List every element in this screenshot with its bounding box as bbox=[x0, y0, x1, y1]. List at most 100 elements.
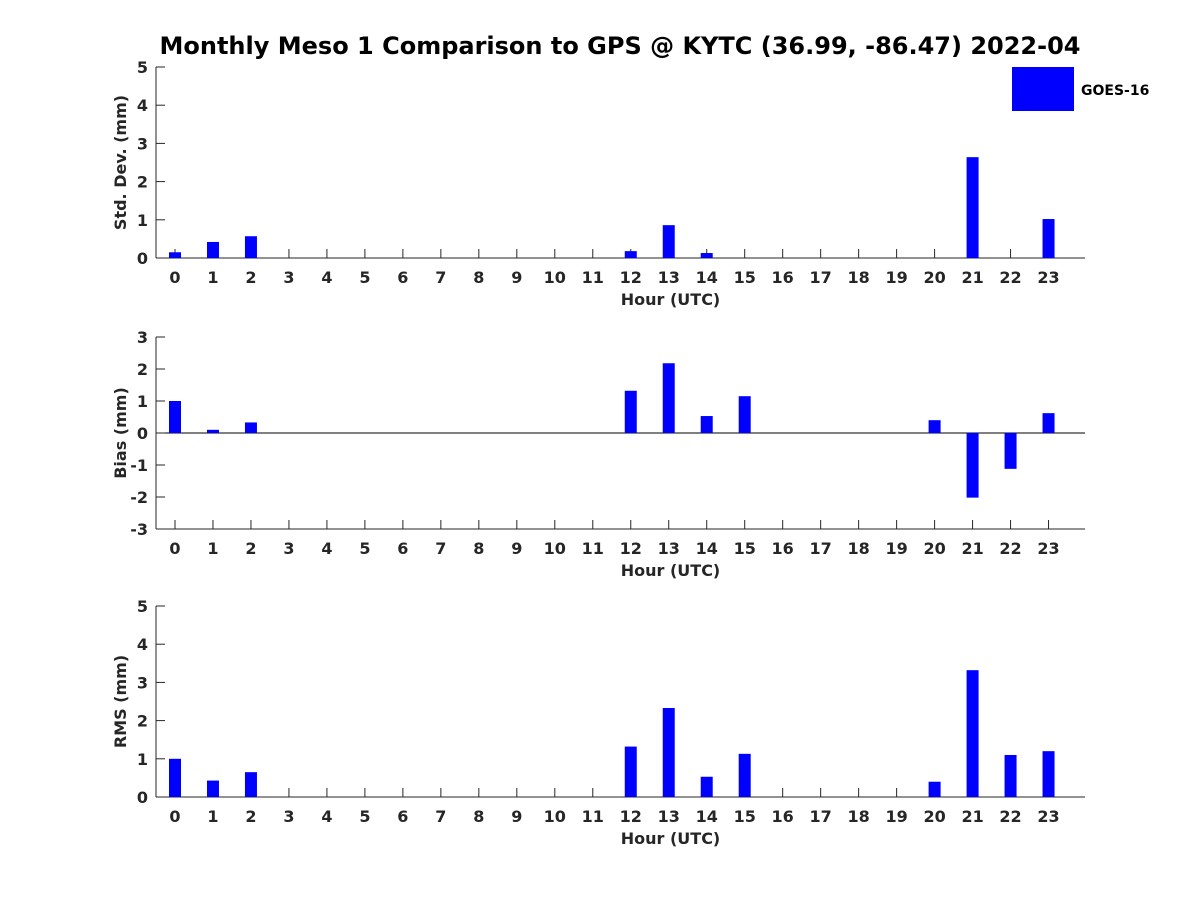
x-tick-label: 11 bbox=[582, 268, 604, 287]
x-tick-label: 19 bbox=[885, 268, 907, 287]
x-tick-label: 2 bbox=[245, 539, 256, 558]
y-axis-label: Bias (mm) bbox=[111, 387, 130, 479]
x-tick-label: 14 bbox=[696, 539, 718, 558]
x-tick-label: 10 bbox=[544, 539, 566, 558]
x-tick-label: 3 bbox=[283, 539, 294, 558]
y-tick-label: 4 bbox=[137, 96, 148, 115]
x-tick-label: 21 bbox=[961, 539, 983, 558]
y-tick-label: 1 bbox=[137, 211, 148, 230]
bar-hour-2 bbox=[244, 236, 257, 258]
x-tick-label: 3 bbox=[283, 807, 294, 826]
x-tick-label: 15 bbox=[734, 807, 756, 826]
x-tick-label: 11 bbox=[582, 539, 604, 558]
x-tick-label: 10 bbox=[544, 807, 566, 826]
x-tick-label: 12 bbox=[620, 539, 642, 558]
y-tick-label: 0 bbox=[137, 788, 148, 807]
y-tick-label: 2 bbox=[137, 360, 148, 379]
x-tick-label: 1 bbox=[207, 268, 218, 287]
bar-hour-20 bbox=[928, 420, 941, 433]
x-axis-label: Hour (UTC) bbox=[621, 829, 721, 848]
x-tick-label: 0 bbox=[169, 807, 180, 826]
x-tick-label: 9 bbox=[511, 539, 522, 558]
bar-hour-13 bbox=[662, 363, 675, 433]
x-tick-label: 20 bbox=[923, 539, 945, 558]
x-tick-label: 14 bbox=[696, 268, 718, 287]
x-tick-label: 18 bbox=[848, 539, 870, 558]
chart-title: Monthly Meso 1 Comparison to GPS @ KYTC … bbox=[160, 32, 1081, 60]
x-tick-label: 0 bbox=[169, 539, 180, 558]
y-tick-label: 3 bbox=[137, 673, 148, 692]
bar-hour-22 bbox=[1004, 433, 1017, 469]
bar-hour-15 bbox=[738, 753, 751, 797]
x-tick-label: 13 bbox=[658, 268, 680, 287]
x-tick-label: 16 bbox=[772, 539, 794, 558]
x-tick-label: 4 bbox=[321, 539, 332, 558]
x-tick-label: 13 bbox=[658, 807, 680, 826]
x-tick-label: 19 bbox=[885, 807, 907, 826]
bar-hour-14 bbox=[700, 416, 713, 433]
bar-hour-12 bbox=[624, 390, 637, 433]
y-tick-label: 2 bbox=[137, 712, 148, 731]
bar-hour-23 bbox=[1042, 751, 1055, 797]
y-tick-label: 1 bbox=[137, 392, 148, 411]
legend-label: GOES-16 bbox=[1081, 83, 1149, 99]
x-tick-label: 7 bbox=[435, 268, 446, 287]
y-tick-label: 3 bbox=[137, 134, 148, 153]
y-tick-label: 0 bbox=[137, 249, 148, 268]
x-tick-label: 19 bbox=[885, 539, 907, 558]
x-tick-label: 1 bbox=[207, 539, 218, 558]
x-tick-label: 18 bbox=[848, 807, 870, 826]
y-tick-label: -2 bbox=[130, 488, 148, 507]
x-tick-label: 10 bbox=[544, 268, 566, 287]
bar-hour-21 bbox=[966, 670, 979, 797]
x-tick-label: 17 bbox=[810, 807, 832, 826]
y-axis-label: RMS (mm) bbox=[111, 655, 130, 748]
bar-hour-23 bbox=[1042, 413, 1055, 433]
x-tick-label: 6 bbox=[397, 268, 408, 287]
bar-hour-2 bbox=[244, 422, 257, 433]
y-tick-label: 5 bbox=[137, 58, 148, 77]
y-tick-label: 1 bbox=[137, 750, 148, 769]
x-tick-label: 15 bbox=[734, 539, 756, 558]
x-tick-label: 16 bbox=[772, 268, 794, 287]
x-tick-label: 23 bbox=[1037, 268, 1059, 287]
y-tick-label: 2 bbox=[137, 173, 148, 192]
bar-hour-0 bbox=[169, 758, 181, 797]
x-tick-label: 21 bbox=[961, 807, 983, 826]
y-tick-label: 3 bbox=[137, 328, 148, 347]
x-tick-label: 2 bbox=[245, 807, 256, 826]
x-tick-label: 16 bbox=[772, 807, 794, 826]
x-tick-label: 5 bbox=[359, 807, 370, 826]
x-tick-label: 6 bbox=[397, 807, 408, 826]
legend-swatch bbox=[1012, 67, 1074, 111]
x-tick-label: 22 bbox=[999, 539, 1021, 558]
x-tick-label: 3 bbox=[283, 268, 294, 287]
bar-hour-14 bbox=[700, 776, 713, 797]
x-tick-label: 15 bbox=[734, 268, 756, 287]
x-tick-label: 11 bbox=[582, 807, 604, 826]
x-tick-label: 2 bbox=[245, 268, 256, 287]
x-tick-label: 22 bbox=[999, 268, 1021, 287]
bar-hour-23 bbox=[1042, 219, 1055, 258]
x-tick-label: 12 bbox=[620, 268, 642, 287]
x-axis-label: Hour (UTC) bbox=[621, 561, 721, 580]
bar-hour-1 bbox=[206, 780, 219, 797]
x-axis-label: Hour (UTC) bbox=[621, 290, 721, 309]
bar-hour-15 bbox=[738, 396, 751, 433]
x-tick-label: 8 bbox=[473, 539, 484, 558]
bar-hour-21 bbox=[966, 157, 979, 258]
bar-hour-14 bbox=[700, 253, 713, 258]
x-tick-label: 6 bbox=[397, 539, 408, 558]
x-tick-label: 0 bbox=[169, 268, 180, 287]
x-tick-label: 5 bbox=[359, 539, 370, 558]
bar-hour-2 bbox=[244, 772, 257, 797]
x-tick-label: 8 bbox=[473, 807, 484, 826]
bar-hour-22 bbox=[1004, 754, 1017, 797]
x-tick-label: 13 bbox=[658, 539, 680, 558]
x-tick-label: 9 bbox=[511, 268, 522, 287]
x-tick-label: 7 bbox=[435, 807, 446, 826]
x-tick-label: 20 bbox=[923, 807, 945, 826]
